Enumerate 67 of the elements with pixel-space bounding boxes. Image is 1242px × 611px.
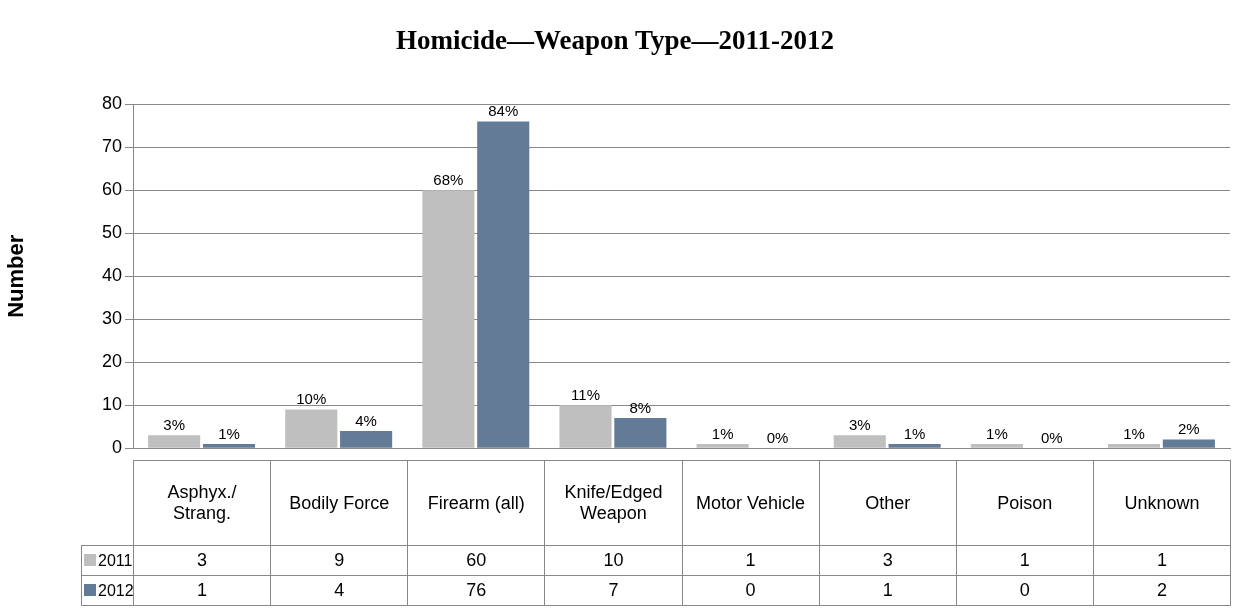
annotation: 0% xyxy=(766,428,789,446)
annotation: 8% xyxy=(629,398,652,416)
y-tick-label: 10 xyxy=(101,394,122,415)
annotation: 1% xyxy=(711,424,734,442)
x-tick-label: Motor Vehicle xyxy=(682,460,820,546)
y-tick-label: 50 xyxy=(101,222,122,243)
bar xyxy=(148,435,201,448)
annotation: 1% xyxy=(903,424,926,442)
y-tick-label: 30 xyxy=(101,308,122,329)
data-label: 1 xyxy=(1093,545,1231,576)
bar xyxy=(285,409,338,448)
y-tick-label: 70 xyxy=(101,136,122,157)
data-label: 4 xyxy=(270,575,408,606)
bar xyxy=(970,443,1023,448)
x-tick-label: Bodily Force xyxy=(270,460,408,546)
y-tick-label: 0 xyxy=(111,437,122,458)
data-label: 10 xyxy=(544,545,682,576)
y-tick-label: 60 xyxy=(101,179,122,200)
data-label: 3 xyxy=(133,545,271,576)
x-tick-label: Other xyxy=(819,460,957,546)
data-label: 7 xyxy=(544,575,682,606)
data-label: 60 xyxy=(407,545,545,576)
legend-label: 2012 xyxy=(98,581,134,599)
annotation: 1% xyxy=(986,424,1008,442)
bar xyxy=(888,443,941,448)
annotation: 2% xyxy=(1178,420,1200,438)
data-label: 9 xyxy=(270,545,408,576)
data-label: 2 xyxy=(1093,575,1231,606)
bar xyxy=(559,405,612,448)
annotation: 10% xyxy=(296,390,327,408)
bar xyxy=(1162,439,1215,448)
annotation: 0% xyxy=(1040,428,1063,446)
bar xyxy=(1107,443,1161,448)
data-label: 1 xyxy=(956,545,1094,576)
y-axis-title: Number xyxy=(3,234,29,318)
bar xyxy=(202,443,256,448)
x-tick-label: Poison xyxy=(956,460,1094,546)
x-tick-label: Firearm (all) xyxy=(407,460,545,546)
data-label: 0 xyxy=(682,575,820,606)
annotation: 4% xyxy=(355,411,377,429)
data-label: 1 xyxy=(819,575,957,606)
y-tick-label: 20 xyxy=(101,351,122,372)
bar xyxy=(477,121,530,448)
bar xyxy=(422,190,475,448)
x-tick-label: Knife/Edged Weapon xyxy=(544,460,682,546)
annotation: 68% xyxy=(433,170,464,188)
data-label: 76 xyxy=(407,575,545,606)
bar xyxy=(833,435,886,448)
annotation: 11% xyxy=(571,385,600,403)
bar xyxy=(340,431,393,448)
x-tick-label: Unknown xyxy=(1093,460,1231,546)
annotation: 84% xyxy=(488,102,519,120)
data-label: 0 xyxy=(956,575,1094,606)
legend-label: 2011 xyxy=(98,551,133,569)
chart-title: Homicide—Weapon Type—2011-2012 xyxy=(396,25,834,56)
y-tick-label: 40 xyxy=(101,265,122,286)
y-tick-label: 80 xyxy=(101,93,122,114)
annotation: 1% xyxy=(1123,424,1145,442)
bar xyxy=(614,418,667,448)
annotation: 3% xyxy=(163,415,185,433)
data-label: 1 xyxy=(682,545,820,576)
x-tick-label: Asphyx./ Strang. xyxy=(133,460,271,546)
annotation: 3% xyxy=(848,415,871,433)
data-label: 3 xyxy=(819,545,957,576)
data-label: 1 xyxy=(133,575,271,606)
annotation: 1% xyxy=(218,424,240,442)
bar xyxy=(696,443,749,448)
